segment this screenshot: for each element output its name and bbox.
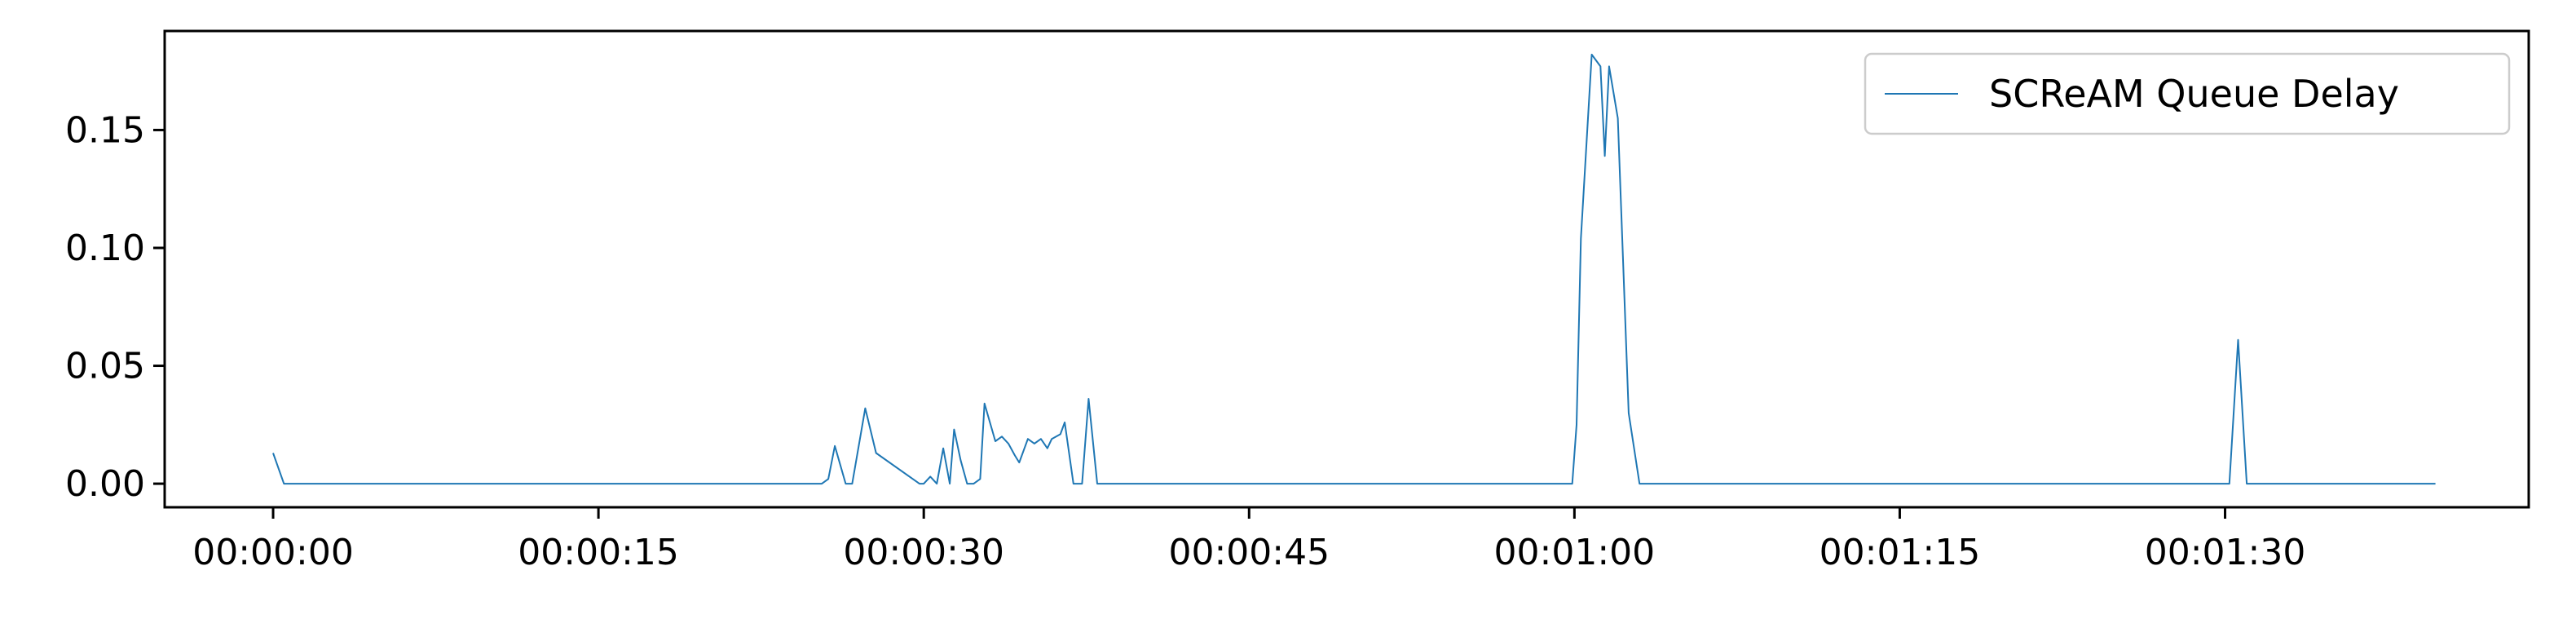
- x-tick-label: 00:00:30: [843, 532, 1004, 573]
- x-tick-label: 00:00:00: [192, 532, 354, 573]
- plot-frame: [163, 29, 2530, 509]
- y-tick-label: 0.00: [65, 463, 145, 505]
- series-layer: [272, 53, 2436, 485]
- legend-label: SCReAM Queue Delay: [1989, 72, 2399, 116]
- x-tick-label: 00:01:00: [1494, 532, 1656, 573]
- y-tick-label: 0.10: [65, 228, 145, 269]
- x-axis: 00:00:00 00:00:15 00:00:30 00:00:45 00:01:00…: [192, 507, 2305, 573]
- x-tick-label: 00:01:30: [2145, 532, 2306, 573]
- series-line-0: [272, 53, 2436, 485]
- x-tick-label: 00:00:15: [518, 532, 679, 573]
- y-tick-label: 0.15: [65, 109, 145, 151]
- y-tick-label: 0.05: [65, 346, 145, 387]
- y-axis: 0.00 0.05 0.10 0.15: [65, 109, 165, 505]
- legend-box: [1864, 52, 2511, 135]
- legend: SCReAM Queue Delay: [1864, 52, 2511, 135]
- x-tick-label: 00:01:15: [1820, 532, 1981, 573]
- x-tick-label: 00:00:45: [1168, 532, 1330, 573]
